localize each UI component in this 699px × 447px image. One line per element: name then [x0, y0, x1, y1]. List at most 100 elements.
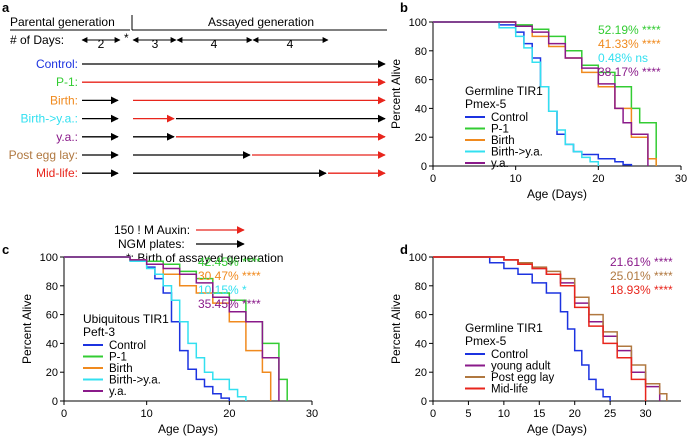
panel-d: d 0 20 40 60 80 100 0 5 10 15 20 25 30 Age (Days) Perc… — [389, 242, 681, 436]
row-label-1: P-1: — [56, 75, 78, 89]
lifespan-change-annotation: 52.19% **** — [598, 23, 661, 37]
legend-title-line: Peft-3 — [83, 325, 115, 339]
auxin-legend-label: 150 ! M Auxin: — [114, 223, 190, 237]
y-tick-label: 20 — [415, 132, 427, 144]
lifespan-change-annotation: 0.48% ns — [598, 51, 648, 65]
assayed-generation-label: Assayed generation — [208, 15, 314, 29]
series-line-birth-y-a- — [433, 21, 600, 166]
y-tick-label: 40 — [415, 103, 427, 115]
legend-entry: Mid-life — [491, 384, 528, 396]
y-tick-label: 60 — [46, 310, 58, 322]
panel-a: a Parental generation Assayed generation… — [2, 0, 387, 265]
days-count-4a: 4 — [211, 37, 218, 51]
y-tick-label: 60 — [415, 75, 427, 87]
legend-title-line: Germline TIR1 — [465, 84, 543, 98]
panel-c-letter: c — [2, 242, 9, 257]
lifespan-change-annotation: 42.45% **** — [198, 255, 261, 269]
legend-entry: Birth->y.a. — [109, 375, 161, 387]
series-line-y-a- — [64, 256, 280, 401]
x-tick-label: 30 — [675, 173, 687, 185]
lifespan-change-annotation: 18.93% **** — [610, 283, 673, 297]
legend-entry: Post egg lay — [491, 372, 555, 384]
lifespan-change-annotation: 25.01% **** — [610, 269, 673, 283]
x-axis-label: Age (Days) — [527, 187, 587, 201]
x-tick-label: 25 — [604, 408, 616, 420]
x-tick-label: 10 — [498, 408, 510, 420]
x-tick-label: 0 — [61, 408, 67, 420]
row-label-3: Birth->y.a.: — [21, 112, 78, 126]
row-label-5: Post egg lay: — [9, 148, 78, 162]
row-label-0: Control: — [36, 57, 78, 71]
x-axis-label: Age (Days) — [158, 422, 218, 436]
y-tick-label: 100 — [409, 252, 427, 264]
x-tick-label: 10 — [510, 173, 522, 185]
series-line-control — [433, 256, 611, 401]
panel-b-letter: b — [400, 0, 408, 15]
y-tick-label: 60 — [415, 310, 427, 322]
legend-entry: young adult — [491, 361, 551, 373]
ngm-legend-label: NGM plates: — [118, 237, 185, 251]
x-axis-label: Age (Days) — [527, 422, 587, 436]
lifespan-change-annotation: 41.33% **** — [598, 37, 661, 51]
panel-c: c 0 20 40 60 80 100 0 10 20 30 Age (Days) Percent A… — [2, 242, 318, 436]
row-label-4: y.a.: — [56, 130, 78, 144]
lifespan-change-annotation: 30.47% **** — [198, 269, 261, 283]
legend-entry: Birth — [491, 135, 515, 147]
lifespan-change-annotation: 10.15% * — [198, 283, 247, 297]
y-tick-label: 40 — [46, 338, 58, 350]
days-count-2: 2 — [98, 37, 105, 51]
x-tick-label: 0 — [430, 173, 436, 185]
lifespan-change-annotation: 21.61% **** — [610, 255, 673, 269]
x-tick-label: 0 — [430, 408, 436, 420]
x-tick-label: 30 — [639, 408, 651, 420]
legend-entry: Birth->y.a. — [491, 147, 543, 159]
x-tick-label: 15 — [533, 408, 545, 420]
days-count-3: 3 — [152, 37, 159, 51]
row-label-2: Birth: — [50, 93, 78, 107]
y-tick-label: 0 — [52, 396, 58, 408]
series-line-control — [433, 21, 633, 166]
y-tick-label: 100 — [409, 17, 427, 29]
lifespan-change-annotation: 35.45% **** — [198, 297, 261, 311]
star-legend-label: *: Birth of assayed generation — [126, 251, 283, 265]
legend-entry: Control — [109, 340, 146, 352]
legend-entry: Birth — [109, 363, 133, 375]
series-line-y-a- — [433, 21, 649, 166]
y-tick-label: 20 — [415, 367, 427, 379]
legend-title-line: Germline TIR1 — [465, 321, 543, 335]
treatment-rows: Control: P-1: Birth: Birth->y.a.: y.a.: Post … — [9, 57, 386, 180]
x-tick-label: 20 — [592, 173, 604, 185]
y-tick-label: 20 — [46, 367, 58, 379]
y-axis-label: Percent Alive — [389, 59, 403, 129]
legend-title-line: Pmex-5 — [465, 334, 507, 348]
x-tick-label: 20 — [223, 408, 235, 420]
panel-a-letter: a — [2, 0, 10, 15]
birth-star: * — [124, 31, 129, 45]
y-axis-label: Percent Alive — [389, 294, 403, 364]
x-tick-label: 20 — [569, 408, 581, 420]
x-tick-label: 10 — [141, 408, 153, 420]
y-tick-label: 100 — [40, 252, 58, 264]
row-label-6: Mid-life: — [36, 166, 78, 180]
y-tick-label: 40 — [415, 338, 427, 350]
x-tick-label: 5 — [465, 408, 471, 420]
panel-d-letter: d — [400, 242, 408, 257]
parental-generation-label: Parental generation — [10, 15, 115, 29]
legend-entry: P-1 — [491, 124, 509, 136]
legend-title-line: Ubiquitous TIR1 — [83, 312, 169, 326]
series-line-birth-y-a- — [64, 256, 247, 401]
series-line-post-egg-lay — [433, 256, 668, 401]
legend-entry: y.a. — [109, 386, 127, 398]
series-line-mid-life — [433, 256, 647, 401]
days-count-4b: 4 — [287, 37, 294, 51]
y-tick-label: 80 — [415, 281, 427, 293]
lifespan-change-annotation: 38.17% **** — [598, 65, 661, 79]
legend-entry: Control — [491, 349, 528, 361]
y-tick-label: 0 — [421, 396, 427, 408]
y-axis-label: Percent Alive — [20, 294, 34, 364]
panel-b: b 0 20 40 60 80 100 0 10 20 30 Age (Days) Percent A… — [389, 0, 687, 201]
legend-title-line: Pmex-5 — [465, 97, 507, 111]
days-label: # of Days: — [10, 33, 64, 47]
legend-entry: y.a. — [491, 158, 509, 170]
